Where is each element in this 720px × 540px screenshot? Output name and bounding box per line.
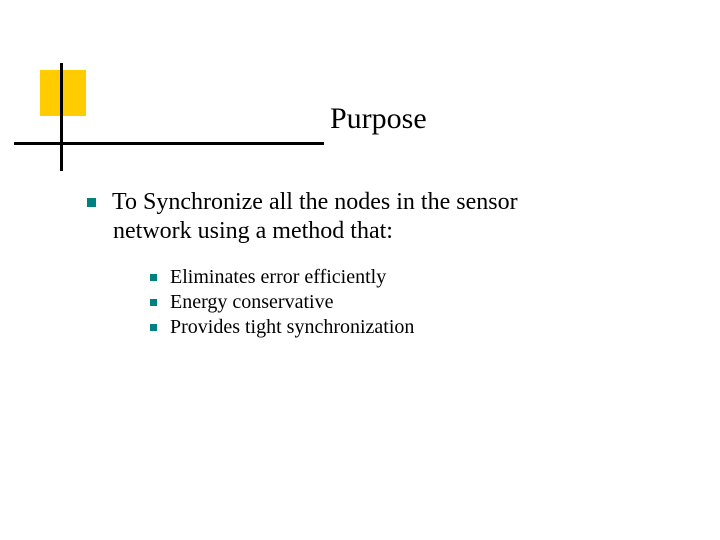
bullet-level1-cont: network using a method that: <box>113 218 393 245</box>
vertical-rule <box>60 63 63 171</box>
square-bullet-icon <box>150 274 157 281</box>
slide-title: Purpose <box>330 102 427 136</box>
bullet-level2: Energy conservative <box>150 291 333 314</box>
square-bullet-icon <box>87 198 96 207</box>
bullet-level2-text: Provides tight synchronization <box>170 316 414 339</box>
bullet-level2-text: Eliminates error efficiently <box>170 266 386 289</box>
bullet-level2: Provides tight synchronization <box>150 316 414 339</box>
bullet-level1-text: network using a method that: <box>113 218 393 245</box>
square-bullet-icon <box>150 299 157 306</box>
bullet-level1: To Synchronize all the nodes in the sens… <box>87 189 518 216</box>
bullet-level1-text: To Synchronize all the nodes in the sens… <box>112 189 518 216</box>
slide: { "layout": { "accent_block": { "left": … <box>0 0 720 540</box>
accent-square <box>40 70 86 116</box>
bullet-level2: Eliminates error efficiently <box>150 266 386 289</box>
bullet-level2-text: Energy conservative <box>170 291 333 314</box>
square-bullet-icon <box>150 324 157 331</box>
